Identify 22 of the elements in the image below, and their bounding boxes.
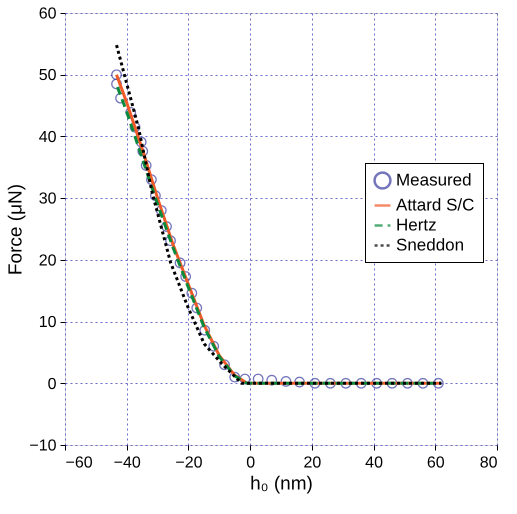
x-tick-label: 80: [480, 454, 498, 472]
x-tick-label: −20: [175, 454, 203, 472]
legend-label: Attard S/C: [396, 196, 474, 214]
legend-label: Hertz: [396, 216, 437, 234]
y-tick-label: 20: [38, 252, 57, 270]
y-axis-title: Force (μN): [5, 184, 26, 276]
legend-label: Measured: [396, 170, 472, 190]
y-tick-label: 30: [38, 190, 57, 208]
y-tick-label: 40: [38, 128, 57, 146]
legend-label: Sneddon: [396, 236, 464, 254]
x-tick-label: −40: [114, 454, 141, 472]
x-tick-label: 60: [426, 454, 445, 472]
x-tick-label: 20: [303, 454, 322, 472]
y-tick-label: 50: [38, 67, 57, 84]
x-tick-label: 40: [365, 454, 384, 472]
x-tick-label: −60: [66, 454, 93, 472]
x-tick-label: 0: [246, 454, 256, 472]
y-tick-label: 10: [38, 314, 57, 332]
y-tick-label: −10: [29, 438, 57, 454]
y-tick-label: 60: [38, 6, 57, 22]
x-axis-title: h₀ (nm): [250, 474, 313, 494]
y-tick-label: 0: [48, 376, 57, 393]
